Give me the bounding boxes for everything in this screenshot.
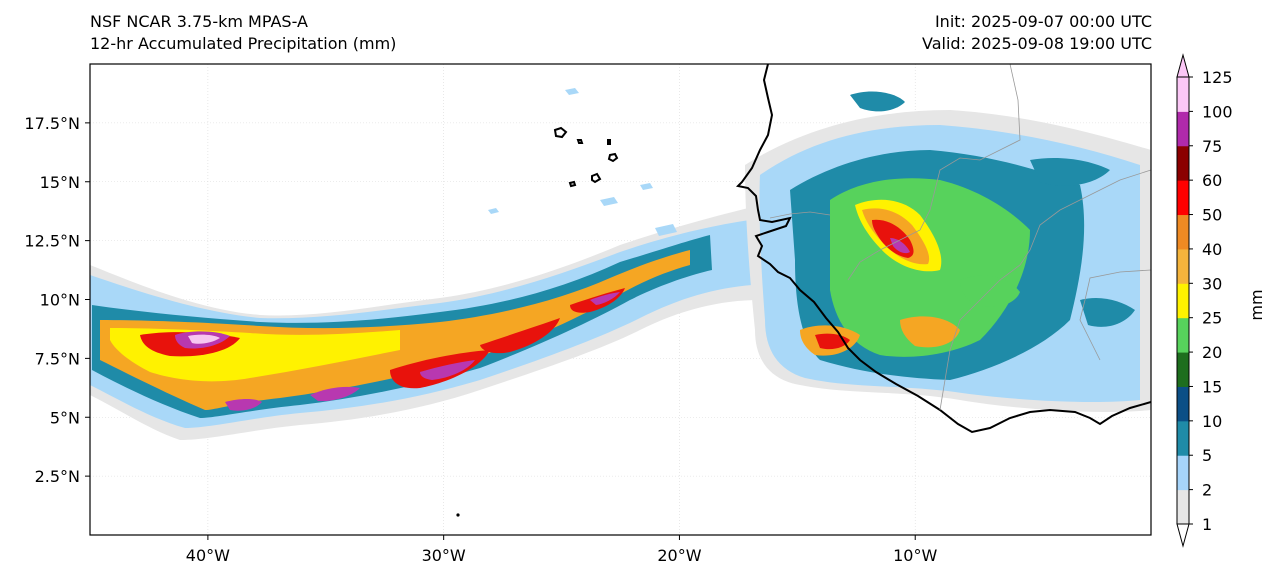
colorbar-extend-min: [1176, 523, 1190, 548]
colorbar-segment: [1177, 352, 1189, 387]
africa-coastline: [735, 64, 1151, 434]
precip-cell-pink: [188, 334, 220, 344]
colorbar-unit-label: mm: [1247, 289, 1266, 320]
lat-tick-label: 10°N: [40, 291, 80, 310]
precip-land-orange: [900, 316, 960, 348]
lat-tick-label: 2.5°N: [35, 467, 80, 486]
colorbar-segment: [1177, 214, 1189, 250]
field-title: 12-hr Accumulated Precipitation (mm): [90, 34, 397, 53]
precip-land-magenta: [890, 238, 910, 254]
colorbar-level-label: 75: [1202, 137, 1222, 156]
precip-cell-magenta: [420, 360, 475, 380]
colorbar-level-label: 125: [1202, 68, 1233, 87]
colorbar-level-label: 40: [1202, 240, 1222, 259]
precip-land-green: [960, 275, 1020, 307]
lat-tick-label: 7.5°N: [35, 349, 80, 368]
precip-land-teal: [850, 91, 905, 112]
colorbar-segment: [1177, 248, 1189, 284]
colorbar-segment: [1177, 317, 1189, 353]
precip-cell-magenta: [590, 292, 620, 305]
cape-verde-island: [553, 126, 568, 139]
cape-verde-island: [607, 152, 619, 163]
lat-tick-label: 5°N: [50, 408, 80, 427]
colorbar-level-label: 25: [1202, 309, 1222, 328]
lon-tick-label: 40°W: [186, 546, 230, 565]
cape-verde-island: [568, 180, 577, 188]
colorbar-segment: [1177, 180, 1189, 216]
colorbar-level-label: 50: [1202, 206, 1222, 225]
island-dot: [456, 513, 460, 517]
country-border: [769, 64, 1151, 411]
precip-cell-magenta: [310, 386, 360, 402]
colorbar-level-label: 10: [1202, 412, 1222, 431]
valid-time: Valid: 2025-09-08 19:00 UTC: [921, 34, 1152, 53]
colorbar-extend-max: [1176, 53, 1190, 78]
precip-land-teal: [1030, 158, 1110, 186]
precipitation-field: [90, 88, 1151, 440]
model-title: NSF NCAR 3.75-km MPAS-A: [90, 12, 308, 31]
colorbar-level-label: 60: [1202, 171, 1222, 190]
axis-ticks: 40°W 30°W 20°W 10°W 17.5°N 15°N 12.5°N 10°N 7.5°…: [24, 114, 937, 565]
lon-tick-label: 10°W: [893, 546, 937, 565]
lat-tick-label: 12.5°N: [24, 232, 80, 251]
colorbar-frame: [1176, 76, 1190, 525]
time-block: Init: 2025-09-07 00:00 UTC Valid: 2025-0…: [922, 11, 1152, 55]
colorbar-segment: [1177, 386, 1189, 422]
precip-cell-magenta: [225, 399, 262, 411]
lon-tick-label: 20°W: [657, 546, 701, 565]
cape-verde-island: [576, 139, 584, 144]
colorbar-segment: [1177, 283, 1189, 319]
colorbar-segment: [1177, 455, 1189, 491]
colorbar-segment: [1177, 420, 1189, 456]
precip-land-teal: [1080, 298, 1135, 327]
colorbar-level-label: 2: [1202, 481, 1212, 500]
cape-verde-island: [591, 172, 602, 184]
colorbar-level-label: 1: [1202, 515, 1212, 534]
colorbar-segment: [1177, 111, 1189, 147]
cape-verde-island: [607, 139, 611, 145]
colorbar-segment: [1177, 145, 1189, 181]
coastlines: [456, 64, 1151, 517]
colorbar-level-label: 20: [1202, 343, 1222, 362]
colorbar-level-label: 100: [1202, 102, 1233, 121]
lat-tick-label: 15°N: [40, 173, 80, 192]
title-block: NSF NCAR 3.75-km MPAS-A 12-hr Accumulate…: [90, 11, 396, 55]
precip-cell-red: [480, 318, 560, 354]
colorbar-segment: [1177, 489, 1189, 525]
colorbar-level-label: 30: [1202, 274, 1222, 293]
colorbar-level-label: 5: [1202, 446, 1212, 465]
lon-tick-label: 30°W: [422, 546, 466, 565]
colorbar-segment: [1177, 77, 1189, 112]
lat-tick-label: 17.5°N: [24, 114, 80, 133]
init-time: Init: 2025-09-07 00:00 UTC: [934, 12, 1152, 31]
colorbar-level-label: 15: [1202, 377, 1222, 396]
